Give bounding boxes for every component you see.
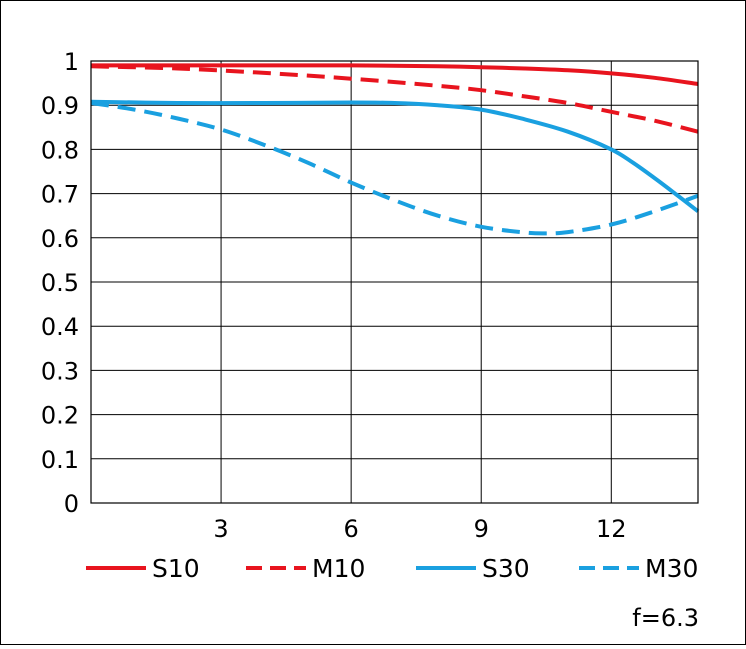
legend-label-m10: M10 bbox=[312, 554, 365, 583]
legend-label-s10: S10 bbox=[152, 554, 200, 583]
y-tick-label: 0 bbox=[64, 490, 79, 518]
legend-label-s30: S30 bbox=[482, 554, 530, 583]
plot-border bbox=[90, 60, 699, 504]
y-tick-label: 0.7 bbox=[41, 181, 79, 209]
x-tick-label: 3 bbox=[213, 515, 228, 543]
series-line-s10 bbox=[91, 63, 699, 86]
y-tick-label: 0.4 bbox=[41, 313, 79, 341]
y-tick-label: 0.8 bbox=[41, 136, 79, 164]
y-tick-label: 0.3 bbox=[41, 357, 79, 385]
series-line-m30 bbox=[90, 101, 699, 236]
series-line-s30 bbox=[90, 99, 700, 213]
x-tick-label: 9 bbox=[474, 515, 489, 543]
y-tick-label: 0.5 bbox=[41, 269, 79, 297]
legend-label-m30: M30 bbox=[645, 554, 698, 583]
y-tick-label: 1 bbox=[64, 48, 79, 76]
x-tick-label: 12 bbox=[596, 515, 627, 543]
legend: S10 M10 S30 M30 bbox=[86, 554, 698, 583]
x-tick-label: 6 bbox=[344, 515, 359, 543]
grid-lines bbox=[91, 60, 698, 504]
series-layer bbox=[90, 63, 700, 236]
y-tick-label: 0.9 bbox=[41, 92, 79, 120]
footnote: f=6.3 bbox=[632, 604, 699, 632]
y-tick-labels: 0 0.1 0.2 0.3 0.4 0.5 0.6 0.7 0.8 0.9 1 bbox=[41, 48, 79, 518]
series-line-m10 bbox=[90, 64, 699, 134]
y-tick-label: 0.6 bbox=[41, 225, 79, 253]
y-tick-label: 0.1 bbox=[41, 446, 79, 474]
x-tick-labels: 3 6 9 12 bbox=[213, 515, 626, 543]
y-tick-label: 0.2 bbox=[41, 402, 79, 430]
